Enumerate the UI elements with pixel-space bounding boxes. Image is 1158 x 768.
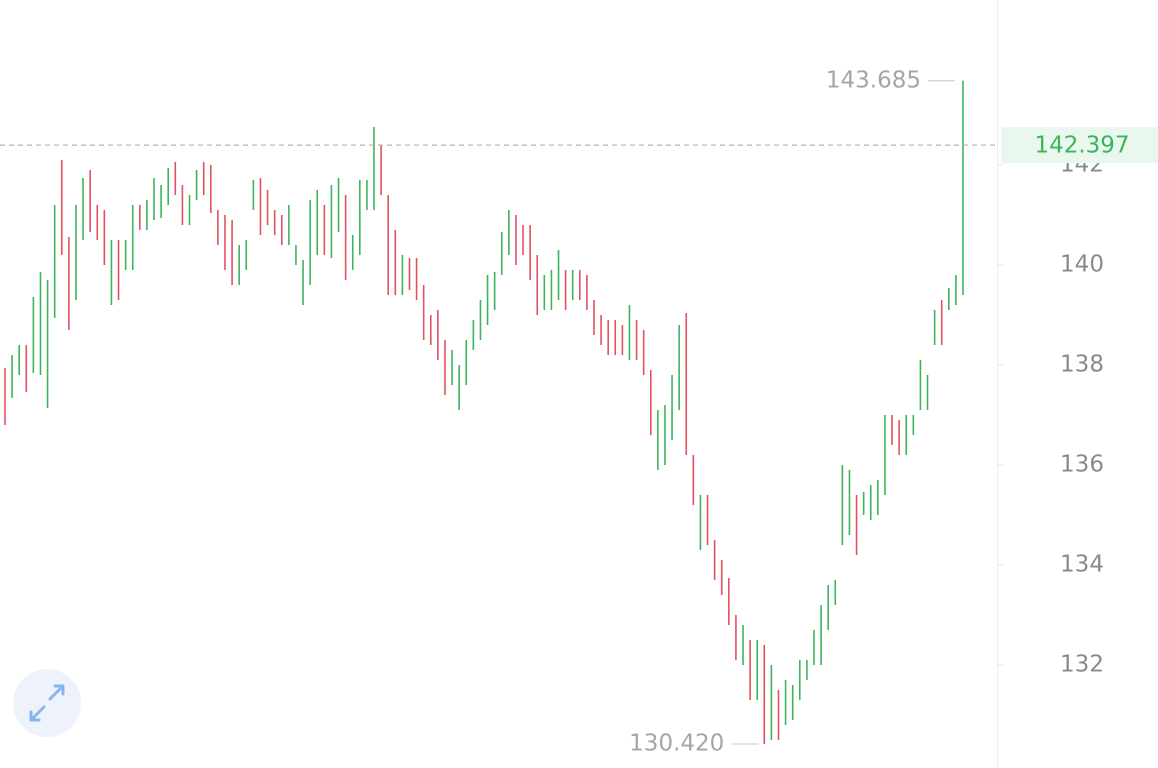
expand-button[interactable] [13, 669, 81, 737]
expand-icon [29, 684, 65, 722]
y-tick-label: 138 [1060, 352, 1104, 378]
y-tick-label: 134 [1060, 552, 1104, 578]
last-price-label: 142.397 [1034, 133, 1129, 159]
expand-button-bg [13, 669, 81, 737]
low-label: 130.420 [629, 731, 724, 757]
high-label: 143.685 [826, 67, 921, 93]
last-price-bg [1001, 127, 1158, 164]
y-tick-label: 132 [1060, 652, 1104, 678]
y-tick-label: 136 [1060, 452, 1104, 478]
y-tick-label: 140 [1060, 252, 1104, 278]
